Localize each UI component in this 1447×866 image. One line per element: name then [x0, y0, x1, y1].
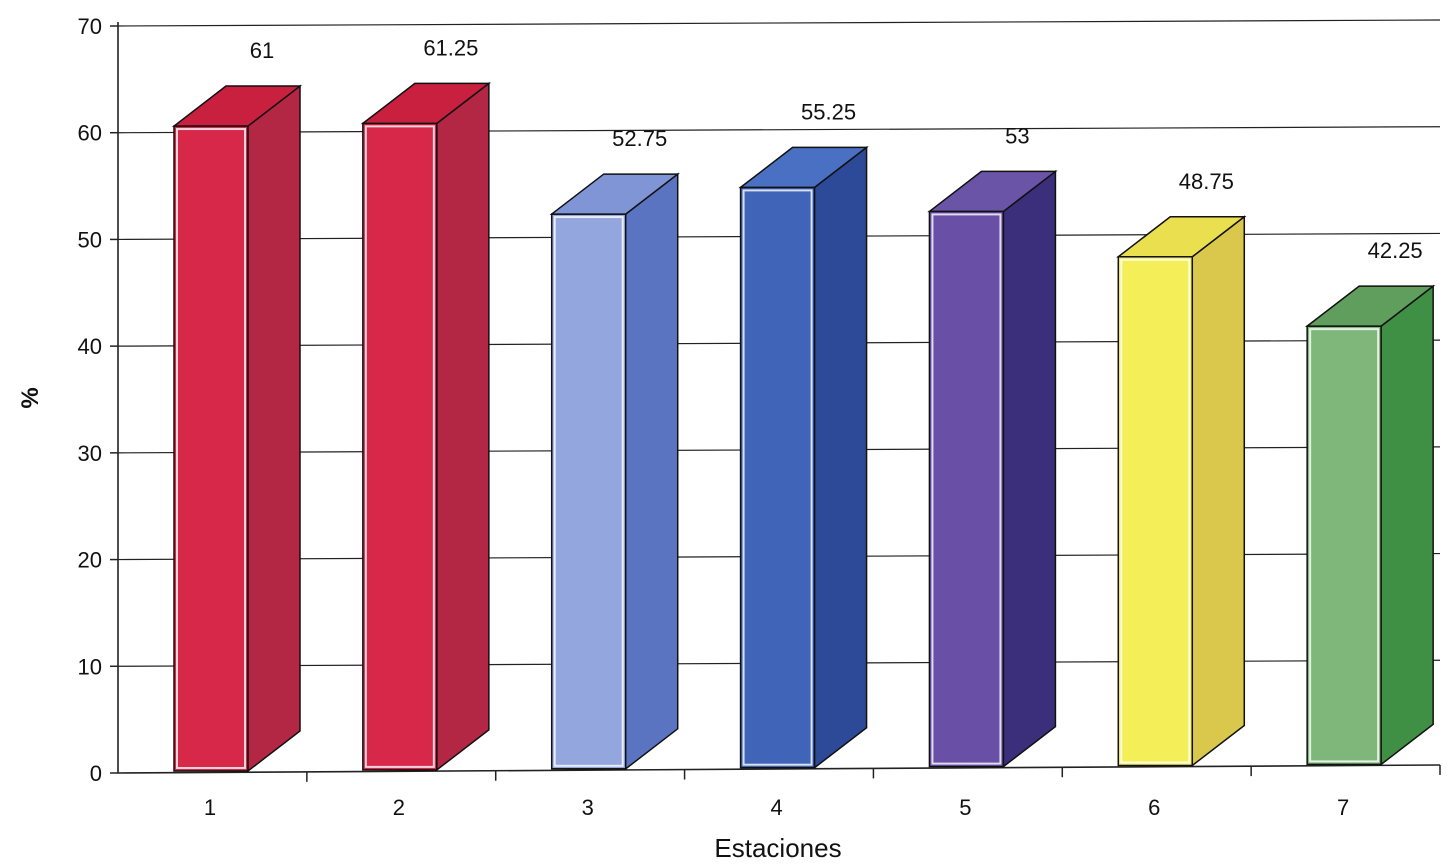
- bar-2: [360, 81, 492, 772]
- bar-1: [171, 84, 303, 773]
- bar-top: [927, 170, 1058, 213]
- x-axis-title: Estaciones: [714, 833, 841, 863]
- y-tick-label: 60: [78, 121, 102, 146]
- bar-top: [360, 82, 492, 125]
- bar-4: [738, 145, 869, 770]
- x-tick-label: 7: [1337, 795, 1349, 820]
- x-tick-label: 6: [1148, 795, 1160, 820]
- bar-top: [171, 85, 303, 127]
- x-tick-label: 2: [393, 795, 405, 820]
- bar-top: [1116, 216, 1247, 258]
- x-tick-label: 4: [770, 795, 782, 820]
- y-tick-label: 10: [78, 654, 102, 679]
- bar-highlight: [364, 125, 435, 768]
- bar-side: [813, 145, 868, 770]
- data-label: 55.25: [801, 99, 856, 124]
- y-tick-label: 0: [90, 761, 102, 786]
- bar-6: [1116, 215, 1247, 768]
- bars: [171, 81, 1436, 773]
- x-tick-label: 1: [204, 795, 216, 820]
- x-tick-label: 3: [582, 795, 594, 820]
- bar-side: [1380, 284, 1434, 766]
- bar-highlight: [931, 213, 1002, 765]
- bar-side: [1002, 169, 1057, 769]
- bar-front: [739, 186, 816, 769]
- y-tick-label: 30: [78, 441, 102, 466]
- bar-side: [247, 84, 301, 773]
- bar-highlight: [1309, 328, 1380, 763]
- bar-3: [549, 172, 680, 771]
- x-axis-line: [117, 764, 1441, 774]
- data-label: 52.75: [612, 126, 667, 151]
- data-label: 42.25: [1368, 238, 1423, 263]
- data-labels: 61 61.25 52.75 55.25 53 48.75 42.25: [250, 35, 1423, 263]
- bar-5: [927, 169, 1058, 769]
- bar-top: [738, 146, 869, 189]
- data-label: 61: [250, 38, 274, 63]
- gridline: [117, 19, 1441, 27]
- bar-side: [436, 81, 490, 772]
- bar-front: [1117, 256, 1194, 767]
- bar-highlight: [553, 216, 624, 767]
- bar-top: [1304, 285, 1436, 327]
- bar-front: [362, 122, 438, 771]
- bar-front: [550, 213, 627, 770]
- bar-highlight: [1120, 258, 1191, 764]
- y-tick-label: 50: [78, 227, 102, 252]
- bar-top: [549, 173, 680, 215]
- bar-front: [1306, 325, 1382, 766]
- y-tick-label: 20: [78, 548, 102, 573]
- bar-side: [624, 172, 679, 771]
- bar-7: [1304, 284, 1436, 766]
- gridline: [117, 126, 1441, 134]
- y-tick-label: 40: [78, 334, 102, 359]
- bar-highlight: [742, 189, 813, 766]
- bar-highlight: [176, 128, 246, 770]
- data-label: 53: [1005, 123, 1029, 148]
- data-label: 48.75: [1179, 169, 1234, 194]
- x-axis: 1 2 3 4 5 6 7: [117, 764, 1441, 820]
- y-axis: 0 10 20 30 40 50 60 70: [78, 14, 119, 786]
- x-tick-label: 5: [959, 795, 971, 820]
- y-tick-label: 70: [78, 14, 102, 39]
- bar-front: [928, 210, 1005, 768]
- data-label: 61.25: [423, 35, 478, 60]
- bar-side: [1191, 215, 1246, 768]
- y-axis-title: %: [17, 387, 44, 408]
- bar-front: [173, 125, 249, 772]
